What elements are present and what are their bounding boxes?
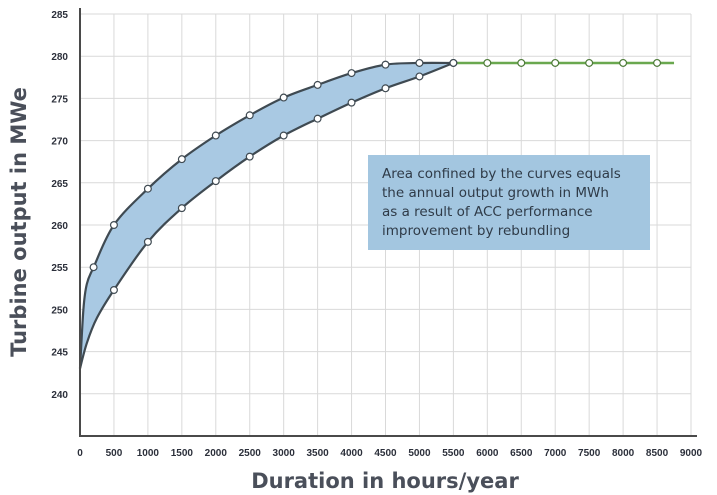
x-tick-label: 7500 <box>578 448 601 459</box>
data-point <box>585 58 594 67</box>
y-tick-label: 275 <box>51 94 68 105</box>
axes <box>79 8 697 437</box>
data-point <box>551 58 560 67</box>
data-point <box>245 111 254 120</box>
x-tick-label: 1000 <box>137 448 160 459</box>
x-tick-label: 4000 <box>340 448 363 459</box>
data-point <box>143 184 152 193</box>
x-tick-label: 2500 <box>239 448 262 459</box>
x-tick-label: 8000 <box>612 448 635 459</box>
x-tick-label: 2000 <box>205 448 228 459</box>
data-point <box>109 221 118 230</box>
x-axis-title: Duration in hours/year <box>251 469 519 493</box>
x-tick-label: 7000 <box>544 448 567 459</box>
area-between-curves <box>80 62 454 369</box>
data-point <box>211 177 220 186</box>
tick-labels: 0 500 1000 1500 2000 2500 3000 3500 4000 4500 5000… <box>51 10 702 459</box>
annotation-line-2: the annual output growth in MWh <box>382 185 609 201</box>
annotation-line-4: improvement by rebundling <box>382 223 570 239</box>
x-tick-label: 5500 <box>442 448 465 459</box>
y-tick-label: 255 <box>51 263 68 274</box>
x-tick-label: 9000 <box>680 448 703 459</box>
data-point <box>279 131 288 140</box>
data-point <box>347 69 356 78</box>
data-point <box>449 58 458 67</box>
annotation-line-3: as a result of ACC performance <box>382 204 593 220</box>
data-point <box>347 98 356 107</box>
x-tick-label: 0 <box>77 448 83 459</box>
y-tick-label: 280 <box>51 52 68 63</box>
data-point <box>177 204 186 213</box>
x-tick-label: 6000 <box>476 448 499 459</box>
data-point <box>415 72 424 81</box>
y-tick-label: 270 <box>51 137 68 148</box>
data-point <box>177 155 186 164</box>
annotation-box: Area confined by the curves equals the a… <box>368 155 650 250</box>
data-point <box>89 263 98 272</box>
data-point <box>245 152 254 161</box>
data-point <box>279 93 288 102</box>
y-axis-title: Turbine output in MWe <box>7 87 31 357</box>
x-tick-label: 500 <box>106 448 123 459</box>
x-tick-label: 3500 <box>306 448 329 459</box>
data-point <box>313 80 322 89</box>
y-tick-label: 240 <box>51 390 68 401</box>
y-tick-label: 245 <box>51 348 68 359</box>
annotation-line-1: Area confined by the curves equals <box>382 166 621 182</box>
data-point <box>109 285 118 294</box>
data-markers <box>89 58 662 294</box>
x-tick-label: 1500 <box>171 448 194 459</box>
x-tick-label: 6500 <box>510 448 533 459</box>
data-point <box>653 58 662 67</box>
data-point <box>619 58 628 67</box>
data-point <box>381 84 390 93</box>
data-point <box>211 131 220 140</box>
y-tick-label: 285 <box>51 10 68 21</box>
x-tick-label: 4500 <box>374 448 397 459</box>
data-point <box>313 114 322 123</box>
y-tick-label: 265 <box>51 179 68 190</box>
x-tick-label: 5000 <box>408 448 431 459</box>
annotation-background <box>368 155 650 250</box>
data-point <box>381 60 390 69</box>
data-point <box>143 237 152 246</box>
x-tick-label: 3000 <box>273 448 296 459</box>
x-tick-label: 8500 <box>646 448 669 459</box>
y-tick-label: 260 <box>51 221 68 232</box>
data-point <box>517 58 526 67</box>
data-point <box>415 58 424 67</box>
y-tick-label: 250 <box>51 305 68 316</box>
data-point <box>483 58 492 67</box>
